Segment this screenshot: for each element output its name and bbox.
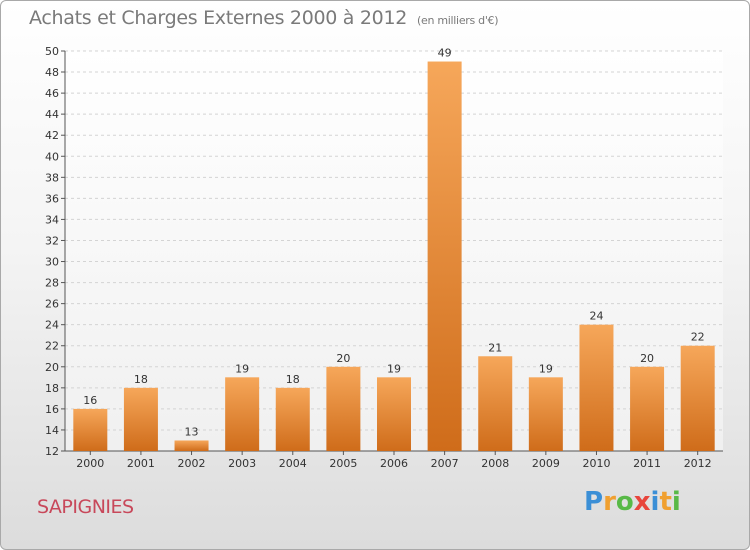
y-tick-label: 34 [45,213,59,226]
bar-value-label: 18 [134,373,148,386]
bar [579,324,614,451]
x-tick-label: 2003 [228,457,256,470]
y-tick-label: 36 [45,192,59,205]
y-tick-label: 24 [45,319,59,332]
y-tick-label: 40 [45,150,59,163]
y-tick-label: 16 [45,403,59,416]
y-tick-label: 48 [45,66,59,79]
x-tick-label: 2008 [481,457,509,470]
y-tick-label: 46 [45,87,59,100]
bar [225,377,260,451]
bar-value-label: 22 [691,331,705,344]
y-tick-label: 26 [45,298,59,311]
x-tick-label: 2006 [380,457,408,470]
chart-title: Achats et Charges Externes 2000 à 2012 (e… [29,7,499,29]
y-tick-label: 50 [45,45,59,58]
chart-subtitle: (en milliers d'€) [417,14,499,27]
bar-value-label: 19 [387,362,401,375]
bar-value-label: 16 [83,394,97,407]
y-tick-label: 12 [45,445,59,458]
bar-value-label: 49 [438,47,452,60]
x-tick-label: 2011 [633,457,661,470]
y-tick-label: 30 [45,256,59,269]
logo-letter: i [671,487,681,517]
commune-name: SAPIGNIES [37,496,134,518]
y-tick-label: 28 [45,277,59,290]
logo-letter: P [584,487,604,517]
x-tick-label: 2010 [582,457,610,470]
proxiti-logo: Proxiti [584,487,681,517]
x-tick-label: 2004 [279,457,307,470]
bar-value-label: 13 [185,425,199,438]
x-tick-label: 2007 [431,457,459,470]
y-tick-label: 44 [45,108,59,121]
y-tick-label: 14 [45,424,59,437]
x-tick-label: 2012 [684,457,712,470]
bar-value-label: 20 [640,352,654,365]
x-tick-label: 2000 [76,457,104,470]
bar [326,366,361,451]
bar [630,366,665,451]
y-tick-label: 38 [45,171,59,184]
y-tick-label: 18 [45,382,59,395]
y-tick-label: 20 [45,361,59,374]
bar-value-label: 19 [539,362,553,375]
bar-value-label: 19 [235,362,249,375]
logo-letter: i [650,487,660,517]
bar-value-label: 18 [286,373,300,386]
bar [174,440,209,451]
y-tick-label: 32 [45,234,59,247]
bar [73,408,108,451]
bar [427,61,462,452]
logo-letter: t [659,487,672,517]
x-tick-label: 2001 [127,457,155,470]
logo-letter: r [603,487,616,517]
x-tick-label: 2002 [178,457,206,470]
logo-letter: x [633,487,651,517]
bar [377,377,411,451]
bar-value-label: 21 [488,341,502,354]
bar [478,356,513,451]
bar-value-label: 24 [589,310,603,323]
bar-value-label: 20 [336,352,350,365]
logo-letter: o [615,487,634,517]
x-tick-label: 2005 [329,457,357,470]
y-tick-label: 42 [45,129,59,142]
bar [680,345,715,451]
bar [123,387,158,451]
bar [528,377,563,451]
x-tick-label: 2009 [532,457,560,470]
bar [275,387,310,451]
y-tick-label: 22 [45,340,59,353]
